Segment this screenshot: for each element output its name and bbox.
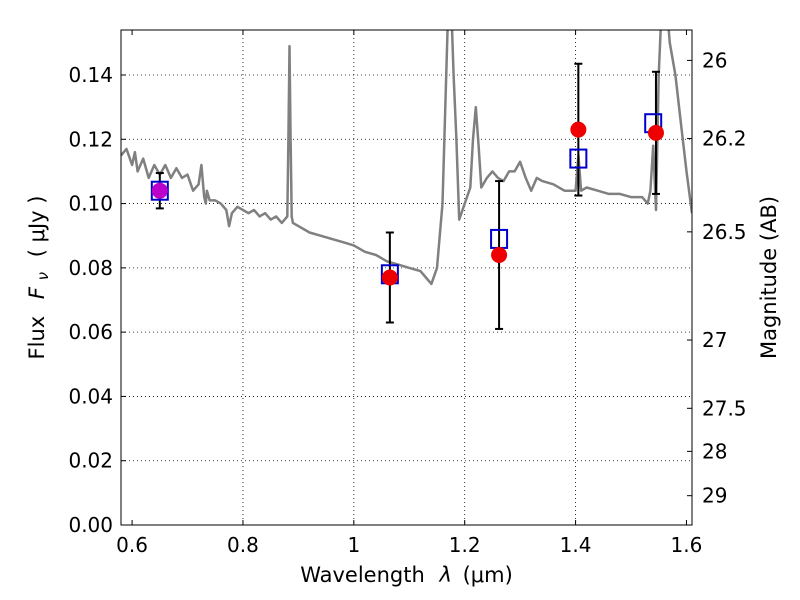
y-tick-label: 0.02 [68, 449, 113, 473]
observed-photometry-point [491, 247, 508, 263]
magnitude-tick-label: 26 [702, 48, 727, 72]
magnitude-tick-label: 27.5 [702, 396, 747, 420]
model-photometry-square [569, 148, 588, 169]
observed-photometry-point [647, 124, 664, 141]
y-tick-label: 0.14 [68, 63, 113, 87]
x-tick-label: 1 [347, 533, 360, 557]
observed-photometry-point [381, 269, 398, 286]
y-tick-label: 0.04 [68, 384, 113, 408]
observed-photometry-point [570, 121, 587, 138]
y-axis-label-symbol: F [25, 286, 49, 299]
y-axis-label: Flux F ν ( μJy ) [25, 196, 53, 360]
y-axis-label-subscript: ν [34, 272, 52, 280]
x-axis-label-symbol: λ [438, 563, 451, 587]
magnitude-tick-label: 27 [702, 328, 727, 352]
y-tick-label: 0.00 [68, 513, 113, 537]
magnitude-axis-label: Magnitude (AB) [757, 196, 781, 359]
x-axis-label-unit: (μm) [463, 563, 513, 587]
ticks: 0.6 0.8 1 1.2 1.4 1.6 0.00 0.02 0.04 0.06 0.08 0.10… [68, 30, 747, 557]
magnitude-tick-label: 26.5 [702, 220, 747, 244]
y-tick-label: 0.06 [68, 320, 113, 344]
magnitude-tick-label: 26.2 [702, 127, 747, 151]
sed-model-line [121, 30, 692, 286]
x-axis-label: Wavelength λ (μm) [300, 563, 513, 587]
x-tick-label: 1.6 [671, 533, 703, 557]
x-axis-label-prefix: Wavelength [300, 563, 425, 587]
plot-background [121, 30, 692, 525]
observed-photometry-point [151, 182, 168, 199]
plot-frame [120, 29, 693, 526]
axis-labels: Wavelength λ (μm) Flux F ν ( μJy ) Magni… [25, 196, 781, 587]
x-tick-label: 1.2 [449, 533, 481, 557]
y-tick-label: 0.12 [68, 127, 113, 151]
magnitude-tick-label: 29 [702, 484, 727, 508]
data-layer [121, 30, 692, 330]
x-tick-label: 1.4 [560, 533, 592, 557]
y-tick-label: 0.10 [68, 192, 113, 216]
grid [121, 30, 692, 525]
y-axis-label-unit: ( μJy ) [25, 196, 49, 258]
magnitude-tick-label: 28 [702, 439, 727, 463]
x-tick-label: 0.8 [227, 533, 259, 557]
y-axis-label-prefix: Flux [25, 316, 49, 360]
y-tick-label: 0.08 [68, 256, 113, 280]
x-tick-label: 0.6 [116, 533, 148, 557]
